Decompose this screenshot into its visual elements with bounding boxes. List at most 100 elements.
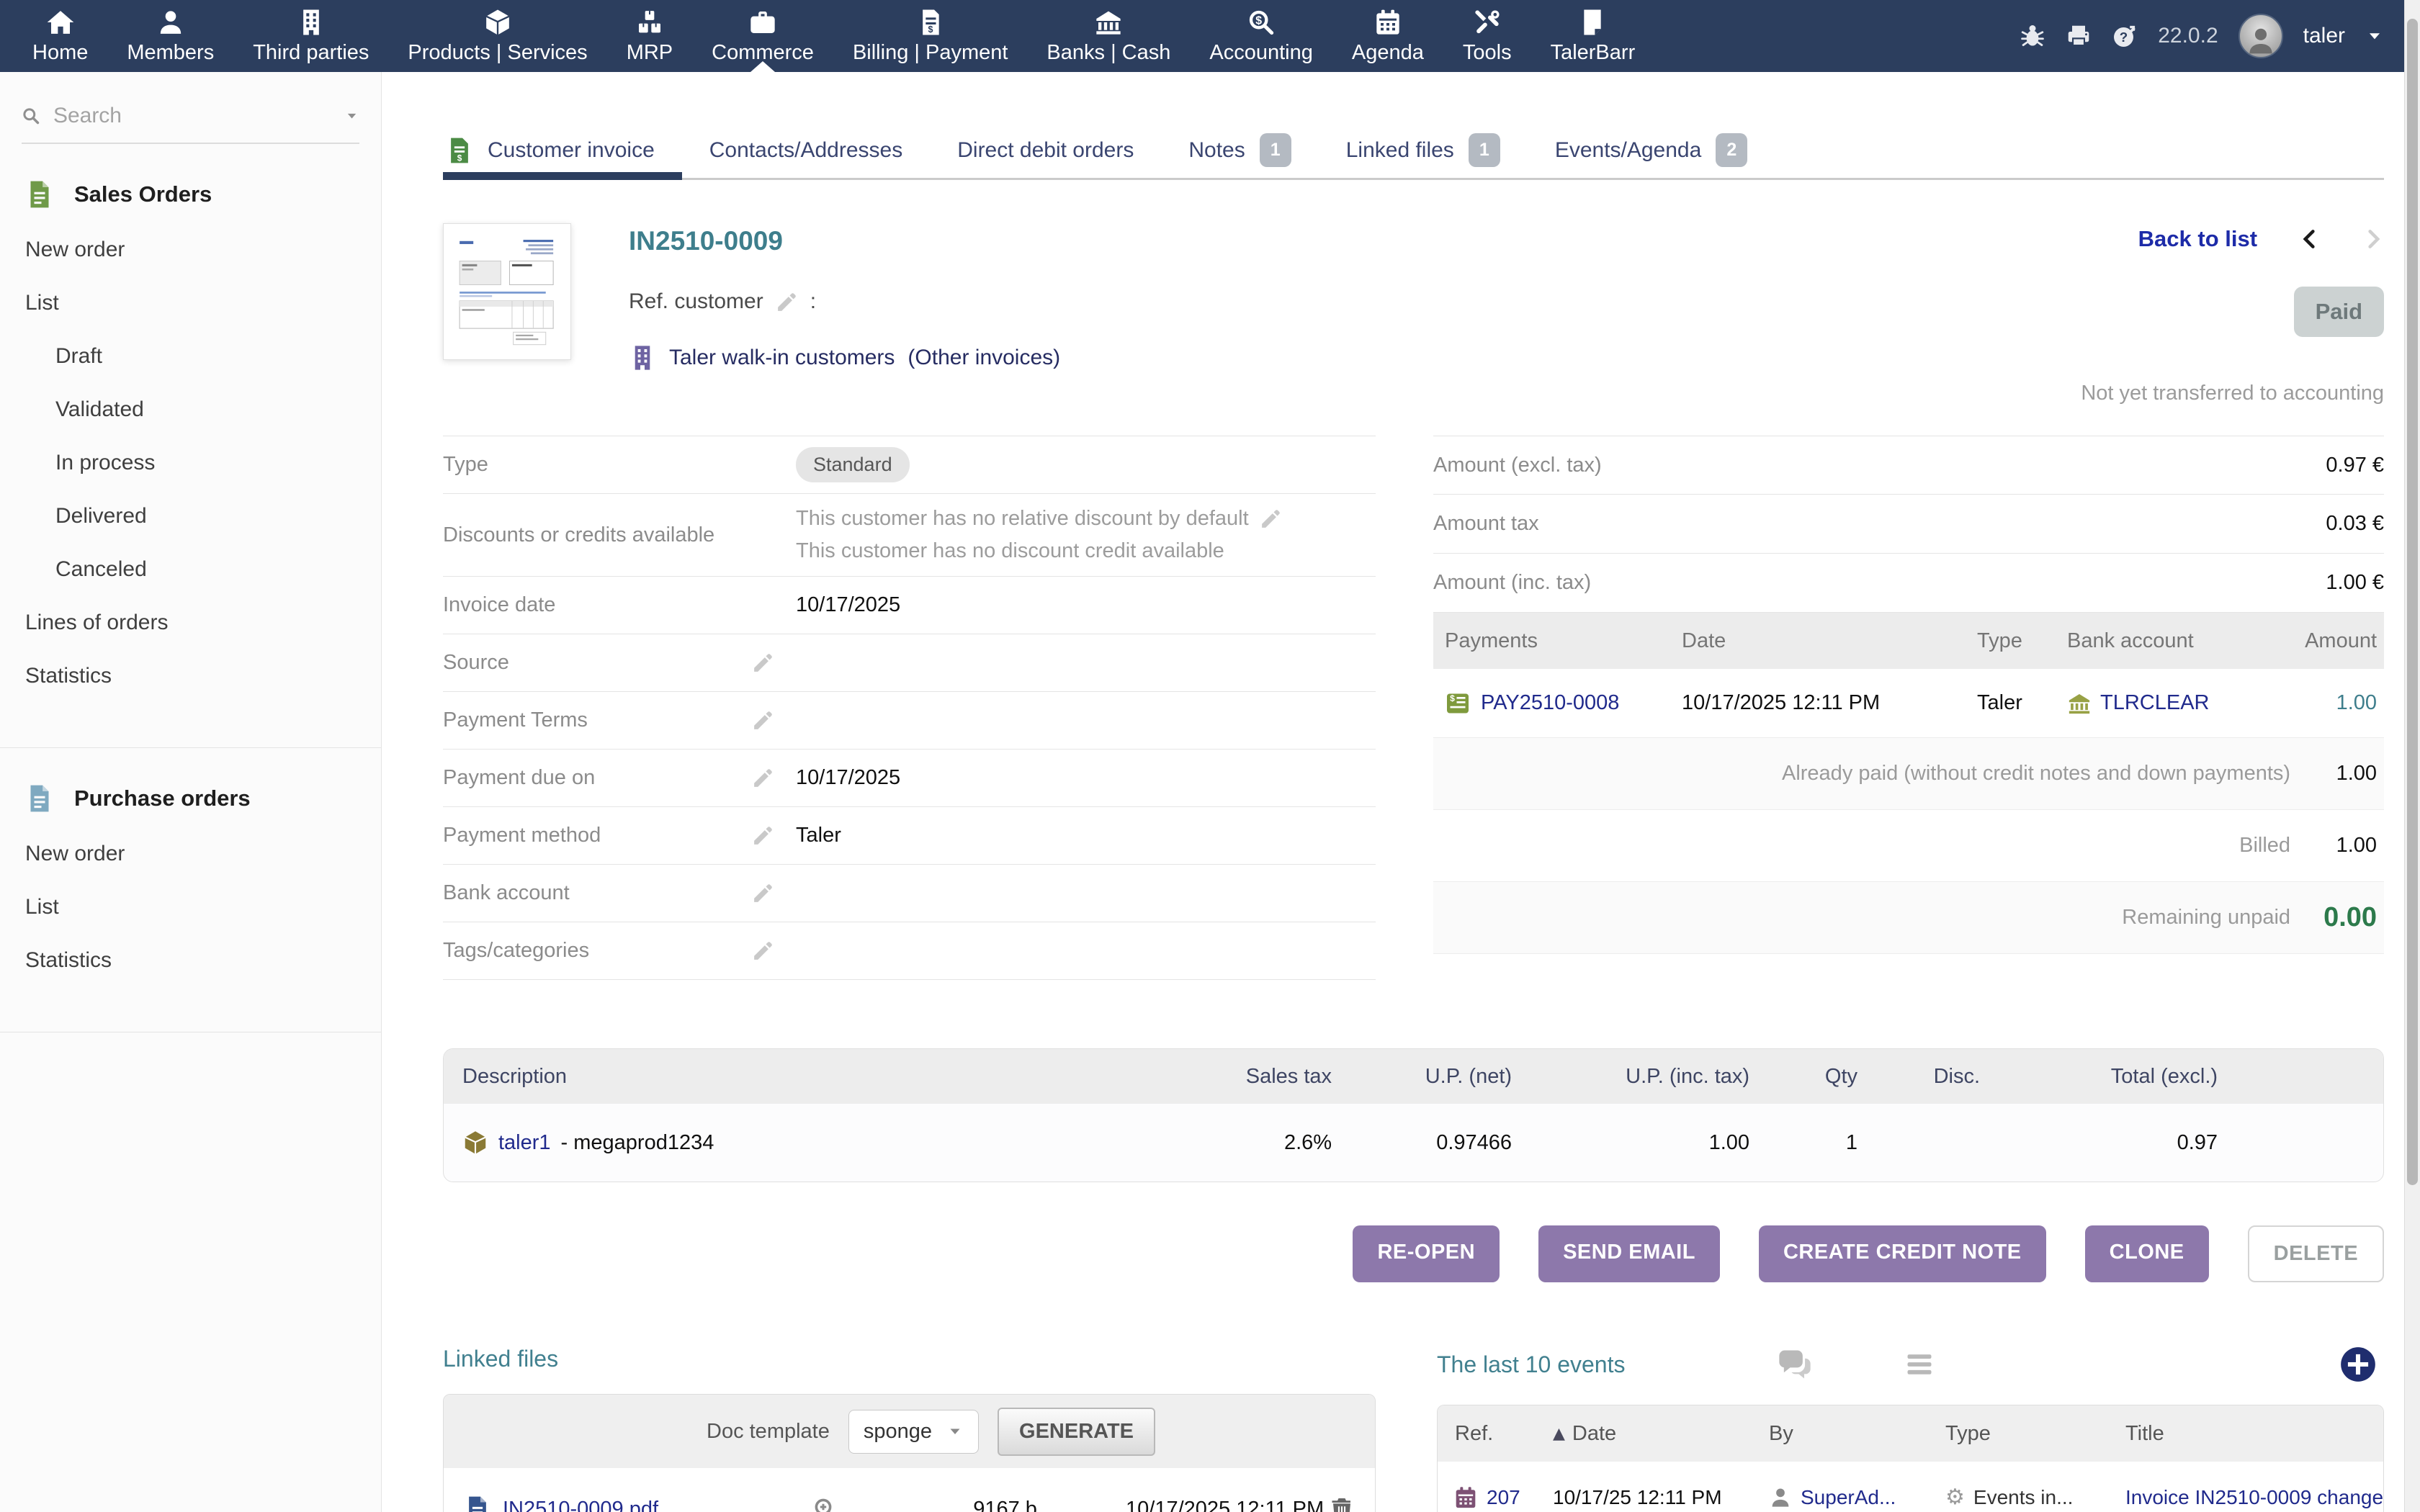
- sidebar-item-list[interactable]: List: [25, 895, 359, 919]
- column-header: Sales tax: [1152, 1065, 1332, 1089]
- amount-label: Amount (inc. tax): [1433, 571, 1591, 595]
- sidebar-item-in-process[interactable]: In process: [25, 451, 359, 475]
- invoice-date-value: 10/17/2025: [796, 593, 900, 617]
- preview-file-icon[interactable]: [812, 1496, 838, 1512]
- sidebar-item-lines-of-orders[interactable]: Lines of orders: [25, 611, 359, 635]
- send-email-button[interactable]: SEND EMAIL: [1538, 1225, 1720, 1282]
- file-link[interactable]: IN2510-0009.pdf: [503, 1498, 812, 1512]
- event-type: Events in...: [1973, 1486, 2074, 1509]
- tab-customer-invoice[interactable]: Customer invoice: [443, 122, 682, 178]
- edit-tags-icon[interactable]: [751, 939, 775, 963]
- sidebar-item-list[interactable]: List: [25, 291, 359, 315]
- doc-template-value: sponge: [864, 1420, 932, 1444]
- payment-link[interactable]: PAY2510-0008: [1445, 690, 1682, 716]
- company-other-invoices-link[interactable]: (Other invoices): [908, 346, 1060, 370]
- doc-template-select[interactable]: sponge: [848, 1410, 979, 1454]
- nav-item-products-services[interactable]: Products | Services: [388, 0, 606, 72]
- delete-file-icon[interactable]: [1329, 1496, 1355, 1512]
- tab-direct-debit-orders[interactable]: Direct debit orders: [930, 122, 1161, 178]
- vertical-scrollbar[interactable]: [2404, 0, 2420, 1512]
- nav-item-billing-payment[interactable]: Billing | Payment: [833, 0, 1027, 72]
- add-event-icon[interactable]: [2339, 1346, 2377, 1383]
- messages-icon[interactable]: [1776, 1346, 1814, 1383]
- list-view-icon[interactable]: [1904, 1349, 1935, 1380]
- payment-date: 10/17/2025 12:11 PM: [1682, 691, 1977, 715]
- tab-notes[interactable]: Notes1: [1161, 122, 1318, 178]
- nav-item-mrp[interactable]: MRP: [607, 0, 692, 72]
- column-header: Title: [2125, 1422, 2383, 1446]
- bank-account-link[interactable]: TLRCLEAR: [2067, 691, 2305, 716]
- create-credit-note-button[interactable]: CREATE CREDIT NOTE: [1759, 1225, 2046, 1282]
- detail-row-payment-due-on: Payment due on 10/17/2025: [443, 750, 1376, 807]
- invoice-preview-image: [451, 231, 563, 352]
- generate-button[interactable]: GENERATE: [998, 1408, 1155, 1456]
- sidebar-item-draft[interactable]: Draft: [25, 344, 359, 369]
- user-menu[interactable]: taler: [2303, 24, 2345, 48]
- already-paid-row: Already paid (without credit notes and d…: [1433, 738, 2384, 810]
- invoice-pdf-thumbnail[interactable]: [443, 223, 571, 360]
- edit-payment-due-icon[interactable]: [751, 766, 775, 790]
- avatar[interactable]: [2238, 14, 2283, 58]
- back-to-list-link[interactable]: Back to list: [2138, 226, 2257, 252]
- chevron-down-icon[interactable]: [2365, 27, 2384, 45]
- reopen-button[interactable]: RE-OPEN: [1353, 1225, 1500, 1282]
- nav-item-commerce[interactable]: Commerce: [692, 0, 833, 72]
- bug-report-icon[interactable]: [2020, 23, 2045, 49]
- discount-line-2: This customer has no discount credit ava…: [796, 539, 1224, 563]
- clone-button[interactable]: CLONE: [2085, 1225, 2209, 1282]
- doc-generation-bar: Doc template sponge GENERATE: [444, 1395, 1375, 1468]
- nav-item-accounting[interactable]: Accounting: [1190, 0, 1332, 72]
- edit-payment-method-icon[interactable]: [751, 824, 775, 847]
- sidebar-item-validated[interactable]: Validated: [25, 397, 359, 422]
- billed-value: 1.00: [2290, 834, 2377, 858]
- sidebar-item-new-order[interactable]: New order: [25, 238, 359, 262]
- edit-bank-account-icon[interactable]: [751, 881, 775, 905]
- nav-item-members[interactable]: Members: [107, 0, 233, 72]
- tab-events-agenda[interactable]: Events/Agenda2: [1528, 122, 1775, 178]
- sidebar-item-delivered[interactable]: Delivered: [25, 504, 359, 528]
- billed-label: Billed: [2239, 834, 2290, 858]
- tab-contacts-addresses[interactable]: Contacts/Addresses: [682, 122, 930, 178]
- nav-item-home[interactable]: Home: [13, 0, 107, 72]
- detail-label: Bank account: [443, 881, 751, 905]
- event-title-link[interactable]: Invoice IN2510-0009 change: [2125, 1486, 2383, 1509]
- help-icon[interactable]: [2112, 23, 2138, 49]
- tab-label: Customer invoice: [488, 138, 655, 163]
- tab-label: Contacts/Addresses: [709, 138, 902, 163]
- column-header: Description: [444, 1065, 1152, 1089]
- event-ref-link[interactable]: 207: [1487, 1486, 1520, 1509]
- status-badge: Paid: [2294, 287, 2384, 337]
- member-icon: [156, 8, 185, 37]
- nav-item-agenda[interactable]: Agenda: [1332, 0, 1443, 72]
- delete-button[interactable]: DELETE: [2248, 1225, 2384, 1282]
- nav-item-third-parties[interactable]: Third parties: [233, 0, 388, 72]
- sidebar-item-statistics[interactable]: Statistics: [25, 948, 359, 973]
- events-table: Ref. ▲Date By Type Title 207 10/17/25 12…: [1437, 1405, 2384, 1512]
- invoice-type-badge: Standard: [796, 447, 910, 482]
- column-header: Amount: [2305, 629, 2384, 653]
- product-link[interactable]: taler1: [498, 1131, 551, 1155]
- search-input[interactable]: [53, 104, 331, 128]
- sidebar-item-canceled[interactable]: Canceled: [25, 557, 359, 582]
- product-description: - megaprod1234: [561, 1131, 714, 1155]
- search-caret-icon[interactable]: [344, 107, 359, 125]
- edit-source-icon[interactable]: [751, 651, 775, 675]
- edit-discount-icon[interactable]: [1259, 507, 1283, 531]
- sidebar-item-statistics[interactable]: Statistics: [25, 664, 359, 688]
- print-icon[interactable]: [2066, 23, 2092, 49]
- nav-item-talerbarr[interactable]: TalerBarr: [1531, 0, 1655, 72]
- tab-linked-files[interactable]: Linked files1: [1319, 122, 1528, 178]
- scrollbar-thumb[interactable]: [2407, 19, 2418, 1185]
- events-section: The last 10 events Ref. ▲Date By Type Ti…: [1437, 1346, 2384, 1512]
- company-link[interactable]: Taler walk-in customers: [669, 346, 895, 370]
- bank-icon: [2067, 691, 2092, 716]
- nav-item-tools[interactable]: Tools: [1443, 0, 1531, 72]
- event-user-link[interactable]: SuperAd...: [1801, 1486, 1896, 1509]
- nav-item-banks-cash[interactable]: Banks | Cash: [1027, 0, 1190, 72]
- column-header-date[interactable]: ▲Date: [1553, 1422, 1769, 1446]
- sidebar-item-new-order[interactable]: New order: [25, 842, 359, 866]
- previous-record-icon[interactable]: [2299, 228, 2321, 250]
- edit-ref-customer-icon[interactable]: [775, 290, 799, 314]
- sales-orders-icon: [25, 180, 54, 209]
- edit-payment-terms-icon[interactable]: [751, 708, 775, 732]
